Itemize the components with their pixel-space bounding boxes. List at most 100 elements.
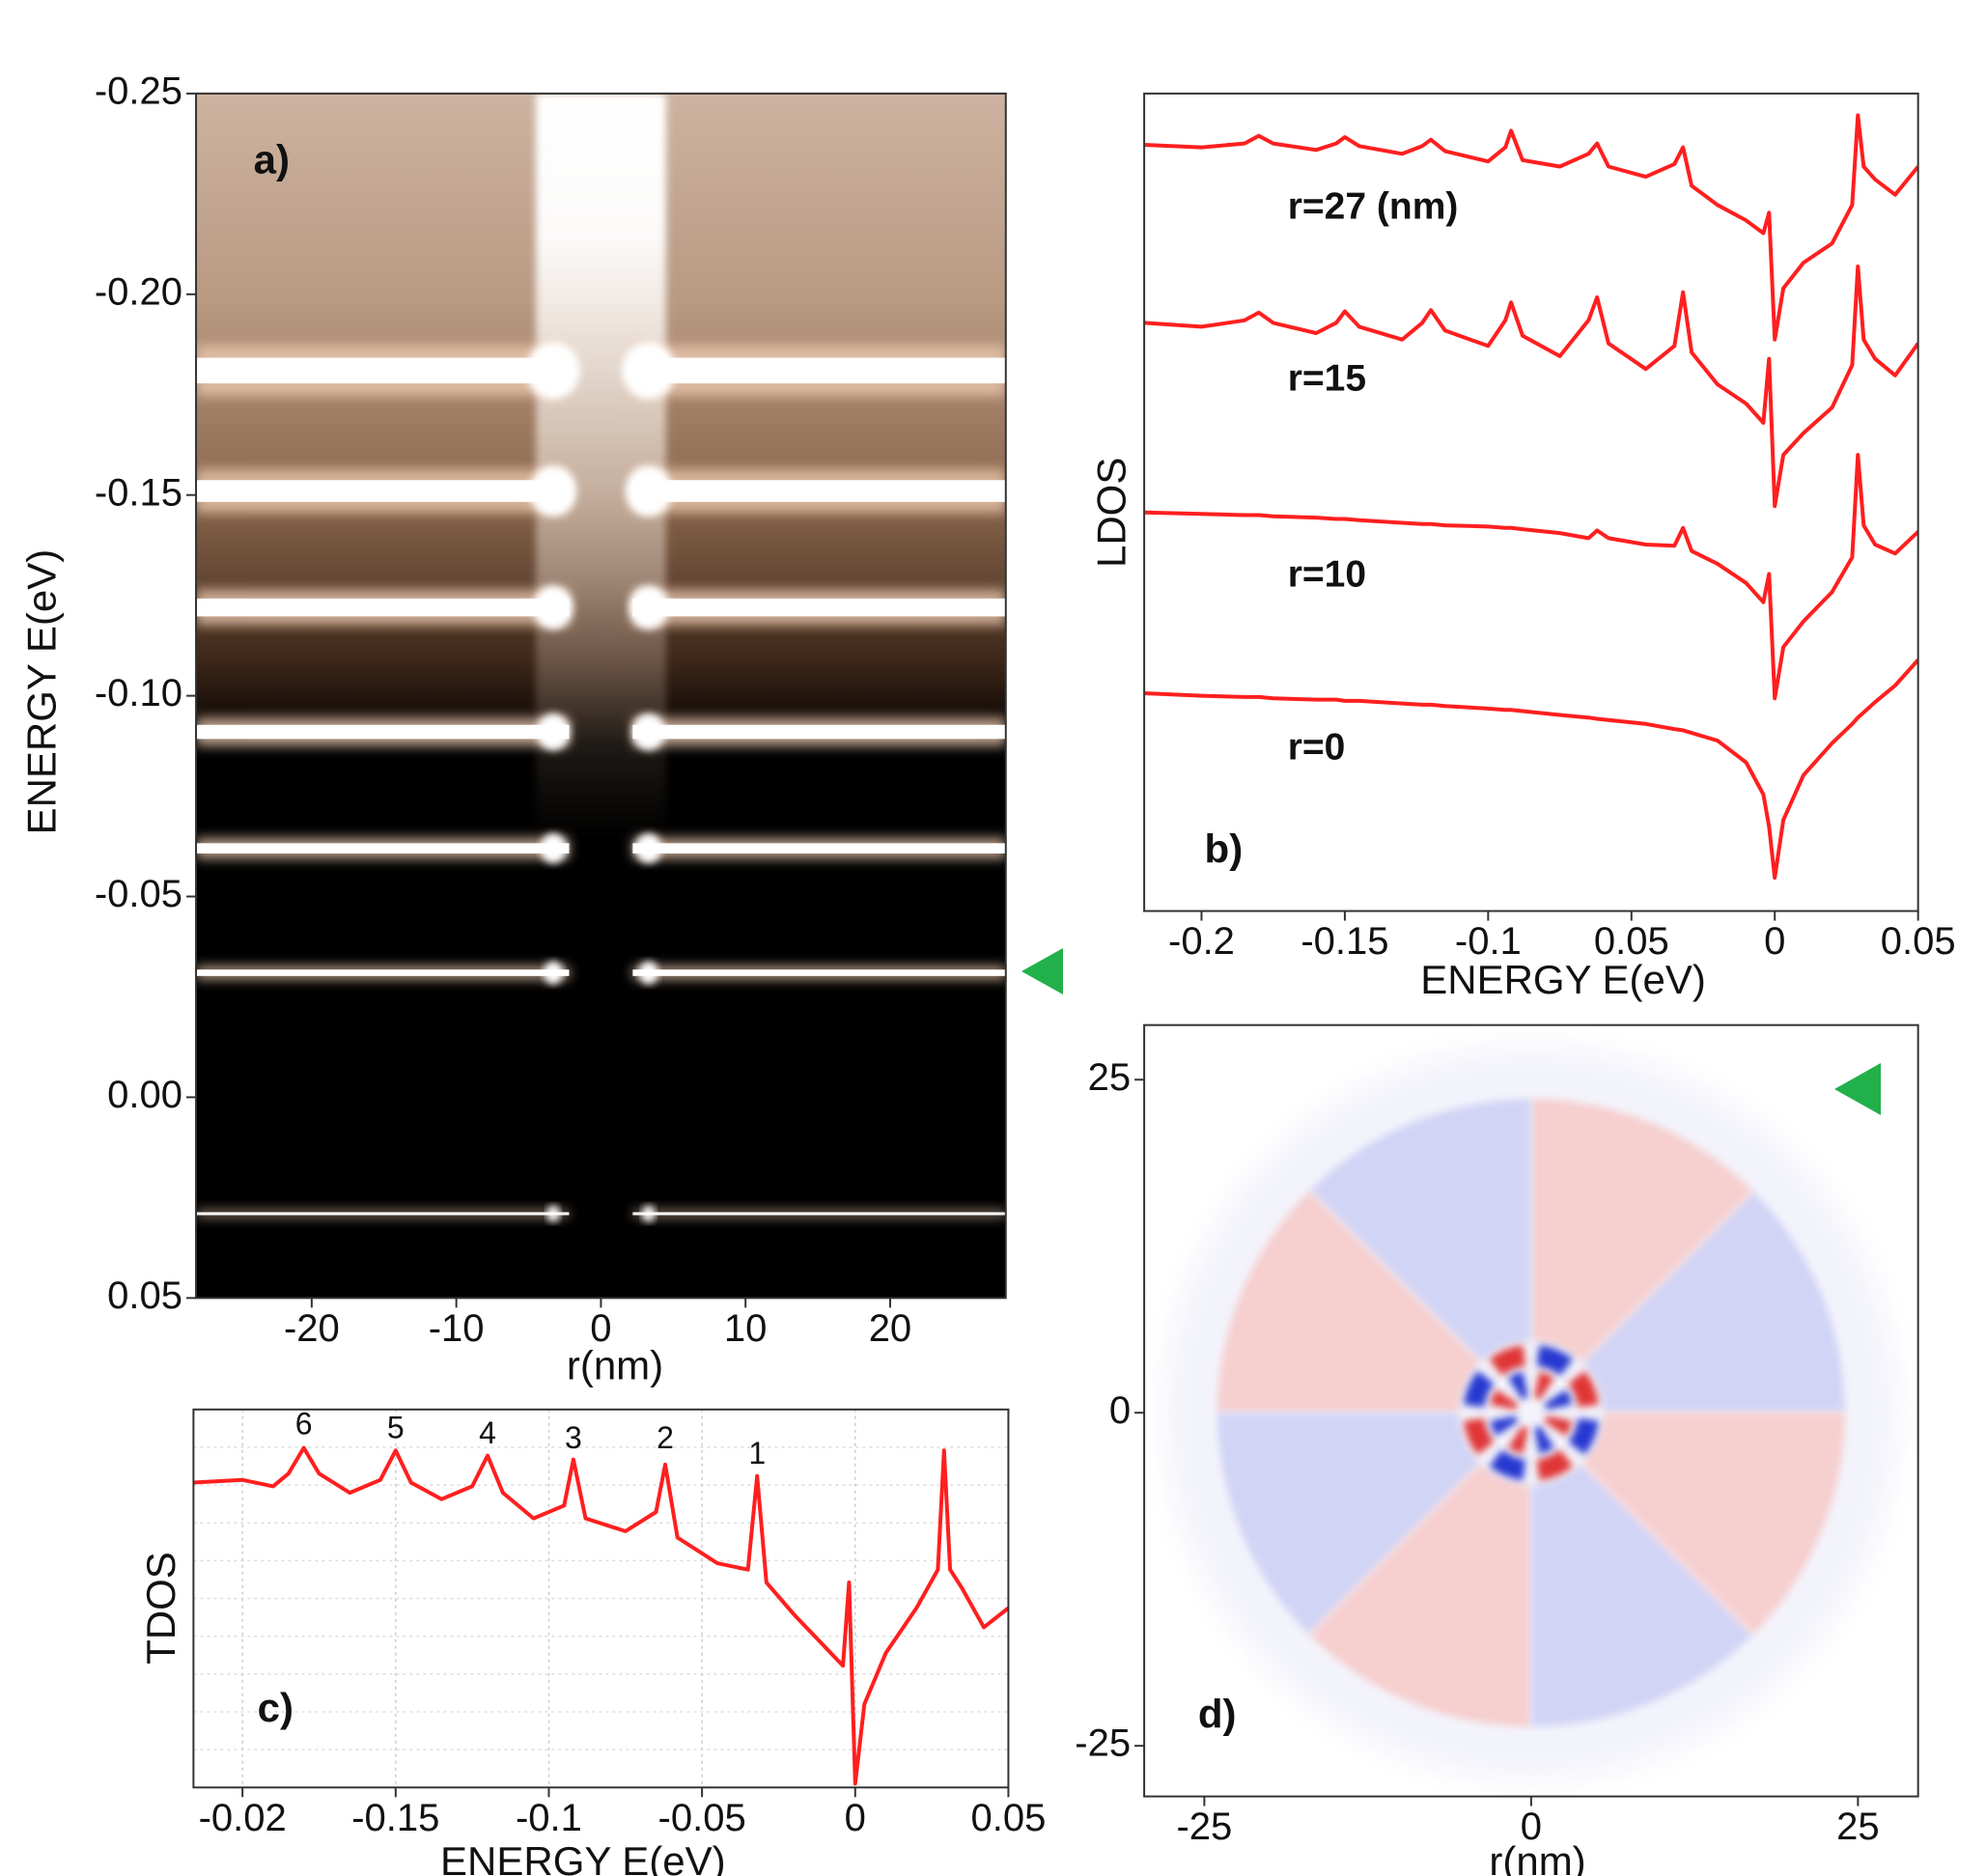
map-sector bbox=[1581, 1413, 1845, 1635]
band-node bbox=[635, 833, 662, 864]
panel: 6 5 4 3 2 1 -0.02 -0.15 -0.1 -0.05 0 0.05 c) ENERGY E… bbox=[138, 1407, 1046, 1876]
band bbox=[632, 1212, 1006, 1216]
core-sector bbox=[1490, 1389, 1519, 1410]
band-node bbox=[642, 1205, 656, 1222]
panel: r=27 (nm) r=15 r=10 r=0 -0.2 -0.15 -0.1 0.05 0 0.… bbox=[1089, 92, 1956, 1002]
x-axis-label: ENERGY E(eV) bbox=[1420, 957, 1706, 1002]
x-tick-label: -25 bbox=[1176, 1806, 1232, 1848]
core-sector bbox=[1544, 1415, 1573, 1437]
core-sector bbox=[1507, 1425, 1528, 1454]
x-axis-label: ENERGY E(eV) bbox=[440, 1838, 726, 1876]
series-label: r=0 bbox=[1288, 727, 1346, 769]
band-node bbox=[621, 341, 676, 400]
peak-label: 2 bbox=[657, 1420, 674, 1455]
y-tick-label: -0.15 bbox=[95, 471, 182, 514]
band-node bbox=[544, 961, 563, 985]
map-sector bbox=[1217, 1413, 1481, 1635]
x-tick-label: -0.1 bbox=[516, 1797, 582, 1839]
core-sector bbox=[1534, 1425, 1554, 1454]
frame bbox=[1143, 1023, 1919, 1798]
band bbox=[632, 480, 1006, 502]
plot-area bbox=[193, 1409, 1009, 1788]
peak-label: 5 bbox=[387, 1410, 405, 1444]
inner-ring-sector bbox=[1568, 1418, 1599, 1455]
panel: -20 -10 0 10 20 -0.25 -0.20 -0.15 -0.10 -0.05 0.00… bbox=[19, 70, 1007, 1387]
map-sector bbox=[1530, 1099, 1753, 1362]
core-sector bbox=[1507, 1371, 1528, 1400]
peak-label: 6 bbox=[295, 1407, 313, 1442]
map-sector bbox=[1530, 1463, 1753, 1727]
y-tick-label: 0 bbox=[1109, 1389, 1131, 1432]
frame bbox=[1143, 92, 1919, 912]
panel-label: a) bbox=[254, 137, 290, 182]
band-node bbox=[529, 465, 577, 517]
frame bbox=[192, 1408, 1010, 1789]
band-node bbox=[638, 961, 658, 985]
band-node bbox=[533, 585, 573, 630]
y-tick-label: 25 bbox=[1088, 1056, 1132, 1099]
band bbox=[632, 843, 1006, 854]
y-tick-label: -0.10 bbox=[95, 672, 182, 714]
band-node bbox=[526, 341, 580, 400]
line-series bbox=[193, 1445, 1009, 1786]
x-tick-label: -20 bbox=[284, 1307, 340, 1350]
band bbox=[632, 969, 1006, 976]
x-tick-label: -0.02 bbox=[199, 1797, 287, 1839]
panel: -25 0 25 -25 0 25 d) r(nm) bbox=[1075, 1023, 1919, 1876]
peak-label: 4 bbox=[479, 1415, 496, 1450]
series-label: r=27 (nm) bbox=[1288, 186, 1459, 228]
band bbox=[196, 1212, 570, 1216]
peak-label: 1 bbox=[748, 1436, 766, 1470]
band bbox=[196, 480, 570, 502]
x-tick-label: 0.05 bbox=[970, 1797, 1046, 1839]
map-sector bbox=[1309, 1099, 1531, 1362]
x-tick-label: 0 bbox=[845, 1797, 866, 1839]
x-tick-label: 0 bbox=[1521, 1806, 1542, 1848]
x-tick-label: -0.1 bbox=[1455, 920, 1522, 963]
core-sector bbox=[1534, 1371, 1554, 1400]
panel-label: b) bbox=[1205, 826, 1244, 872]
line-series bbox=[1144, 265, 1918, 509]
x-tick-label: 10 bbox=[724, 1307, 768, 1350]
x-tick-label: 20 bbox=[869, 1307, 912, 1350]
band bbox=[632, 598, 1006, 617]
panel-label: c) bbox=[258, 1685, 294, 1730]
x-tick-label: -0.05 bbox=[658, 1797, 746, 1839]
y-tick-label: 0.00 bbox=[107, 1074, 182, 1116]
series-label: r=10 bbox=[1288, 553, 1366, 595]
line-series bbox=[1144, 658, 1918, 881]
y-tick-label: -0.05 bbox=[95, 873, 182, 915]
band-node bbox=[625, 465, 673, 517]
map-sector bbox=[1581, 1190, 1845, 1414]
line-series bbox=[1144, 453, 1918, 701]
inner-ring-sector bbox=[1489, 1449, 1525, 1481]
band bbox=[196, 598, 570, 617]
core-sector bbox=[1544, 1389, 1573, 1410]
core-sector bbox=[1490, 1415, 1519, 1437]
band bbox=[196, 724, 570, 740]
x-tick-label: 0 bbox=[1764, 920, 1785, 963]
plot-area bbox=[1144, 113, 1918, 881]
x-tick-label: -10 bbox=[429, 1307, 485, 1350]
inner-ring-sector bbox=[1536, 1345, 1574, 1376]
x-axis-label: r(nm) bbox=[1489, 1838, 1585, 1876]
inner-ring-sector bbox=[1536, 1449, 1574, 1481]
band-node bbox=[546, 1205, 560, 1222]
x-tick-label: -0.2 bbox=[1168, 920, 1235, 963]
y-tick-label: -0.25 bbox=[95, 70, 182, 112]
x-tick-label: -0.15 bbox=[351, 1797, 439, 1839]
marker-triangle bbox=[1021, 948, 1063, 994]
band bbox=[196, 843, 570, 854]
x-tick-label: 0 bbox=[590, 1307, 611, 1350]
line-series bbox=[1144, 113, 1918, 342]
inner-ring-sector bbox=[1489, 1345, 1525, 1376]
inner-ring-sector bbox=[1568, 1370, 1599, 1408]
band-node bbox=[540, 833, 567, 864]
panel-label: d) bbox=[1198, 1691, 1237, 1736]
band bbox=[632, 357, 1006, 384]
band-node bbox=[631, 713, 665, 751]
x-tick-label: 25 bbox=[1836, 1806, 1880, 1848]
peak-label: 3 bbox=[565, 1420, 582, 1455]
